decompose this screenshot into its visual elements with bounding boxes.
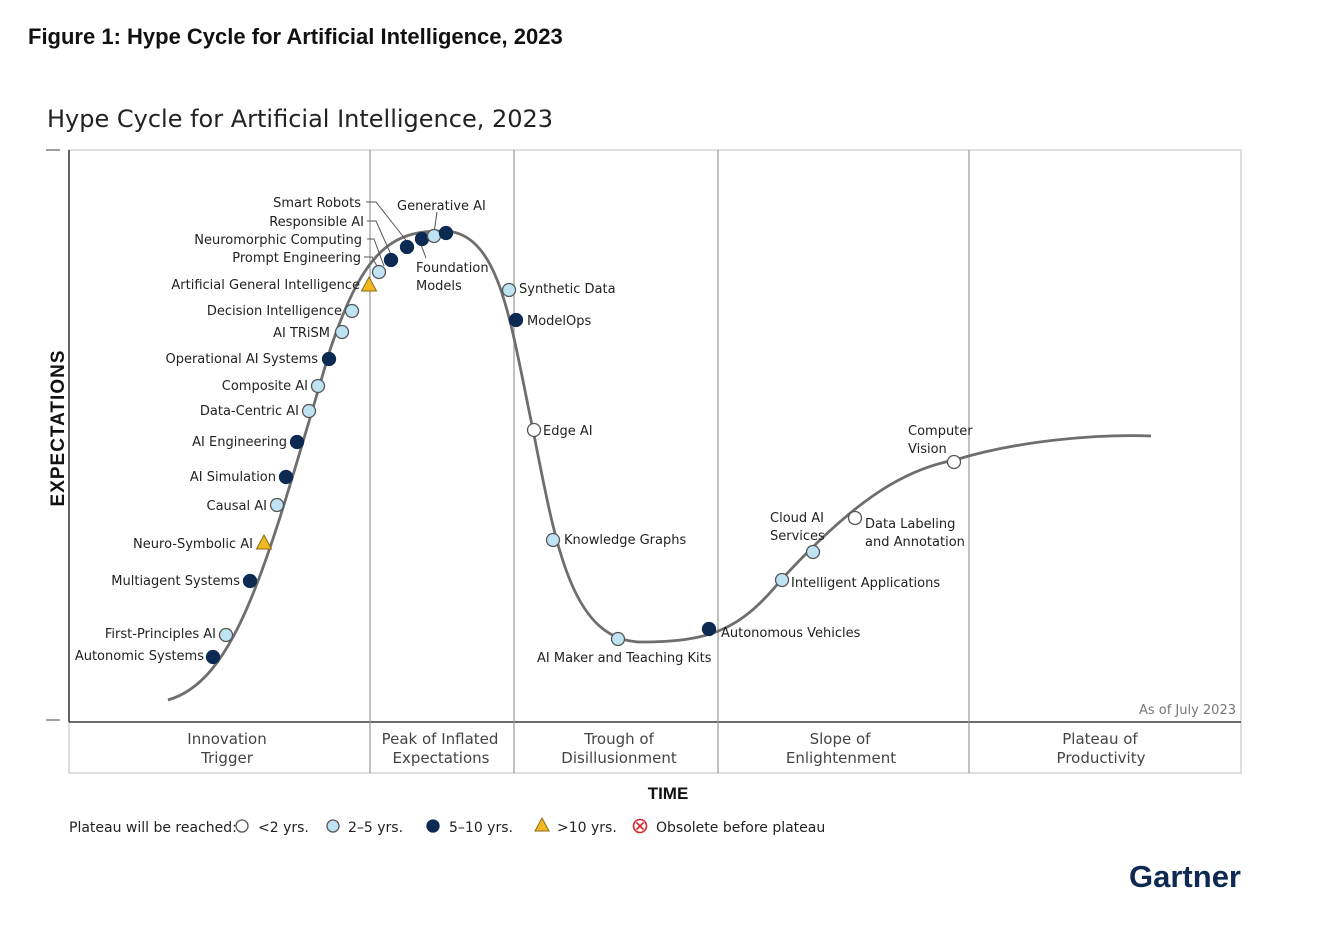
label-cloud-ai-services-line2: Services — [770, 529, 825, 544]
gartner-logo: Gartner — [1129, 859, 1241, 894]
legend-label: 2–5 yrs. — [348, 820, 403, 836]
phase-label-line2: Expectations — [393, 749, 490, 767]
legend-marker-gt10 — [534, 816, 550, 832]
marker-computer-vision — [946, 454, 962, 470]
technology-labels: Autonomic Systems First-Principles AI Mu… — [75, 196, 973, 666]
plot-frame — [68, 149, 1242, 723]
label-synthetic-data: Synthetic Data — [519, 282, 616, 297]
marker-modelops — [508, 312, 524, 328]
label-computer-vision-line1: Computer — [908, 424, 973, 439]
marker-multiagent-systems — [242, 573, 258, 589]
technology-markers — [205, 225, 962, 665]
phase-label-line1: Trough of — [583, 730, 654, 748]
label-multiagent-systems: Multiagent Systems — [111, 574, 240, 589]
marker-decision-intelligence — [344, 303, 360, 319]
legend-label: <2 yrs. — [258, 820, 309, 836]
label-cloud-ai-services-line1: Cloud AI — [770, 511, 824, 526]
as-of-date: As of July 2023 — [1139, 703, 1236, 718]
legend-marker-5to10 — [426, 819, 440, 833]
label-prompt-engineering: Prompt Engineering — [232, 251, 361, 266]
marker-data-labeling-and-annotation — [847, 510, 863, 526]
label-modelops: ModelOps — [527, 314, 592, 329]
label-causal-ai: Causal AI — [207, 499, 268, 514]
phase-label-line1: Innovation — [187, 730, 266, 748]
marker-generative-ai — [426, 228, 442, 244]
marker-causal-ai — [269, 497, 285, 513]
label-neuro-symbolic-ai: Neuro-Symbolic AI — [133, 537, 253, 552]
label-intelligent-applications: Intelligent Applications — [791, 576, 940, 591]
x-axis-label: TIME — [648, 784, 689, 803]
label-ai-maker-teaching-kits: AI Maker and Teaching Kits — [537, 651, 712, 666]
marker-operational-ai-systems — [321, 351, 337, 367]
legend-label: Obsolete before plateau — [656, 820, 825, 836]
marker-foundation-models — [438, 225, 454, 241]
legend-marker-lt2 — [235, 819, 249, 833]
legend-marker-2to5 — [326, 819, 340, 833]
legend: Plateau will be reached: <2 yrs. 2–5 yrs… — [69, 816, 825, 836]
label-artificial-general-intelligence: Artificial General Intelligence — [171, 278, 360, 293]
marker-autonomic-systems — [205, 649, 221, 665]
label-data-centric-ai: Data-Centric AI — [200, 404, 299, 419]
label-data-labeling-line2: and Annotation — [865, 535, 965, 550]
label-generative-ai: Generative AI — [397, 199, 486, 214]
marker-prompt-engineering — [371, 264, 387, 280]
marker-ai-engineering — [289, 434, 305, 450]
label-autonomic-systems: Autonomic Systems — [75, 649, 204, 664]
label-foundation-models-line2: Models — [416, 279, 462, 294]
phase-label-line1: Plateau of — [1062, 730, 1138, 748]
label-decision-intelligence: Decision Intelligence — [207, 304, 342, 319]
label-edge-ai: Edge AI — [543, 424, 593, 439]
marker-ai-simulation — [278, 469, 294, 485]
label-ai-engineering: AI Engineering — [192, 435, 287, 450]
marker-intelligent-applications — [774, 572, 790, 588]
legend-label: 5–10 yrs. — [449, 820, 513, 836]
legend-marker-obsolete — [632, 818, 648, 834]
phase-label-line2: Trigger — [200, 749, 254, 767]
label-ai-trism: AI TRiSM — [273, 326, 330, 341]
phase-label-line2: Enlightenment — [786, 749, 896, 767]
marker-autonomous-vehicles — [701, 621, 717, 637]
label-knowledge-graphs: Knowledge Graphs — [564, 533, 686, 548]
label-ai-simulation: AI Simulation — [190, 470, 276, 485]
label-autonomous-vehicles: Autonomous Vehicles — [721, 626, 861, 641]
marker-knowledge-graphs — [545, 532, 561, 548]
label-neuromorphic-computing: Neuromorphic Computing — [194, 233, 362, 248]
chart-title: Hype Cycle for Artificial Intelligence, … — [47, 105, 553, 133]
label-composite-ai: Composite AI — [222, 379, 308, 394]
hype-curve — [167, 229, 1152, 702]
label-foundation-models-line1: Foundation — [416, 261, 489, 276]
label-smart-robots: Smart Robots — [273, 196, 361, 211]
label-first-principles-ai: First-Principles AI — [105, 627, 216, 642]
marker-artificial-general-intelligence — [360, 275, 378, 292]
label-data-labeling-line1: Data Labeling — [865, 517, 955, 532]
figure-caption: Figure 1: Hype Cycle for Artificial Inte… — [28, 24, 563, 49]
marker-ai-maker-and-teaching-kits — [610, 631, 626, 647]
marker-neuro-symbolic-ai — [255, 533, 273, 550]
marker-composite-ai — [310, 378, 326, 394]
phase-labels: Innovation Trigger Peak of Inflated Expe… — [187, 730, 1145, 767]
label-computer-vision-line2: Vision — [908, 442, 947, 457]
marker-edge-ai — [526, 422, 542, 438]
y-axis-label: EXPECTATIONS — [48, 350, 69, 507]
legend-heading: Plateau will be reached: — [69, 820, 237, 836]
label-operational-ai-systems: Operational AI Systems — [165, 352, 318, 367]
phase-label-line2: Disillusionment — [561, 749, 677, 767]
leader-lines — [364, 201, 438, 269]
phase-label-line1: Slope of — [810, 730, 872, 748]
legend-label: >10 yrs. — [557, 820, 617, 836]
marker-data-centric-ai — [301, 403, 317, 419]
marker-smart-robots — [414, 231, 430, 247]
marker-cloud-ai-services — [805, 544, 821, 560]
marker-first-principles-ai — [218, 627, 234, 643]
marker-neuromorphic-computing — [383, 252, 399, 268]
label-responsible-ai: Responsible AI — [269, 215, 364, 230]
marker-ai-trism — [334, 324, 350, 340]
marker-responsible-ai — [399, 239, 415, 255]
phase-label-line2: Productivity — [1057, 749, 1146, 767]
phase-label-line1: Peak of Inflated — [382, 730, 499, 748]
marker-synthetic-data — [501, 282, 517, 298]
